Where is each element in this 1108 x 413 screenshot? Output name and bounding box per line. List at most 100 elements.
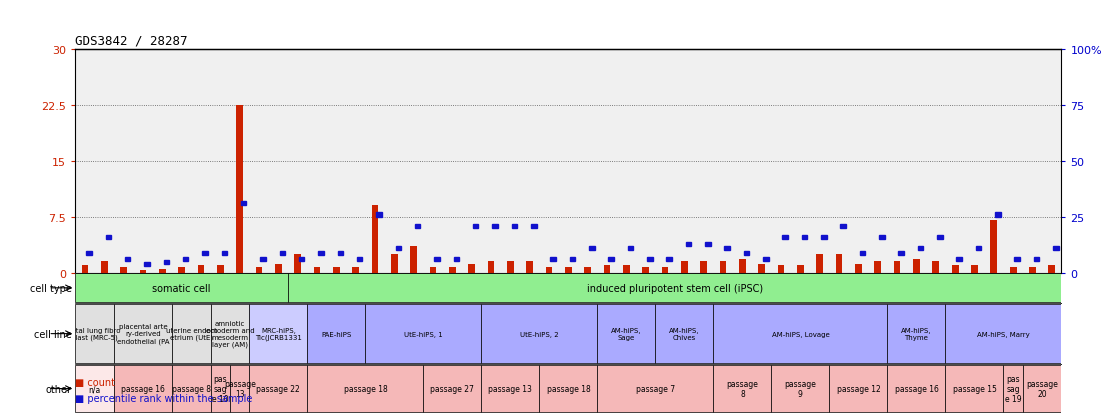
Bar [391, 254, 398, 273]
Bar [666, 258, 671, 262]
Bar [307, 365, 423, 412]
Bar [1053, 247, 1058, 251]
Bar [197, 266, 204, 273]
Text: induced pluripotent stem cell (iPSC): induced pluripotent stem cell (iPSC) [587, 283, 762, 293]
Bar [778, 266, 784, 273]
Bar [705, 242, 710, 246]
Bar [114, 365, 172, 412]
Text: passage 16: passage 16 [121, 384, 165, 393]
Text: pas
sag
e 10: pas sag e 10 [212, 374, 228, 404]
Bar [570, 258, 575, 262]
Bar [841, 224, 845, 228]
Bar [183, 258, 188, 262]
Text: passage
20: passage 20 [1026, 379, 1058, 398]
Bar [222, 251, 227, 255]
Bar [739, 259, 746, 273]
Text: passage 12: passage 12 [837, 384, 881, 393]
Bar [434, 258, 440, 262]
Bar [299, 258, 305, 262]
Text: passage 27: passage 27 [430, 384, 474, 393]
Bar [656, 304, 714, 363]
Text: placental arte
ry-derived
endothelial (PA: placental arte ry-derived endothelial (P… [116, 324, 170, 344]
Bar [249, 304, 307, 363]
Bar [396, 247, 401, 251]
Bar [597, 365, 714, 412]
Bar [700, 262, 707, 273]
Bar [830, 365, 888, 412]
Bar [995, 213, 1001, 217]
Bar [410, 247, 417, 273]
Bar [488, 262, 494, 273]
Bar [101, 262, 107, 273]
Bar [623, 266, 629, 273]
Bar [933, 262, 940, 273]
Bar [956, 258, 962, 262]
Bar [720, 262, 727, 273]
Text: passage 7: passage 7 [636, 384, 675, 393]
Bar [991, 221, 997, 273]
Bar [481, 304, 597, 363]
Bar [75, 304, 114, 363]
Bar [307, 304, 366, 363]
Bar [763, 258, 769, 262]
Bar [338, 251, 343, 255]
Bar [275, 264, 281, 273]
Bar [75, 273, 288, 303]
Bar [855, 264, 862, 273]
Text: passage
8: passage 8 [727, 379, 758, 398]
Bar [481, 365, 540, 412]
Text: other: other [45, 384, 72, 394]
Bar [449, 267, 455, 273]
Text: AM-hiPS, Marry: AM-hiPS, Marry [977, 331, 1029, 337]
Text: cell type: cell type [30, 283, 72, 293]
Bar [597, 304, 656, 363]
Text: passage 16: passage 16 [894, 384, 938, 393]
Bar [249, 365, 307, 412]
Text: cell line: cell line [33, 329, 72, 339]
Bar [371, 206, 379, 273]
Bar [608, 258, 614, 262]
Bar [430, 267, 437, 273]
Bar [377, 213, 382, 217]
Text: pas
sag
e 19: pas sag e 19 [1005, 374, 1022, 404]
Text: passage 18: passage 18 [546, 384, 591, 393]
Text: AM-hiPS,
Sage: AM-hiPS, Sage [612, 328, 642, 340]
Bar [937, 235, 943, 240]
Bar [158, 269, 166, 273]
Bar [899, 251, 904, 255]
Bar [589, 247, 595, 251]
Bar [540, 365, 597, 412]
Bar [894, 262, 901, 273]
Bar [835, 254, 842, 273]
Bar [423, 365, 481, 412]
Bar [971, 266, 978, 273]
Bar [288, 273, 1061, 303]
Bar [334, 267, 340, 273]
Text: ■ count: ■ count [75, 377, 115, 387]
Bar [1029, 267, 1036, 273]
Text: fetal lung fibro
blast (MRC-5): fetal lung fibro blast (MRC-5) [69, 327, 121, 341]
Text: AM-hiPS,
Thyme: AM-hiPS, Thyme [901, 328, 932, 340]
Bar [952, 266, 958, 273]
Bar [604, 266, 611, 273]
Bar [888, 365, 945, 412]
Bar [86, 251, 92, 255]
Bar [1034, 258, 1039, 262]
Bar [743, 251, 749, 255]
Bar [821, 235, 827, 240]
Bar [454, 258, 459, 262]
Bar [125, 258, 131, 262]
Bar [242, 202, 246, 206]
Bar [661, 267, 668, 273]
Bar [1015, 258, 1019, 262]
Text: passage 13: passage 13 [489, 384, 532, 393]
Bar [681, 262, 688, 273]
Text: n/a: n/a [89, 384, 101, 393]
Bar [512, 224, 517, 228]
Bar [1009, 267, 1016, 273]
Bar [211, 365, 230, 412]
Bar [105, 235, 111, 240]
Bar [647, 258, 653, 262]
Bar [75, 365, 114, 412]
Bar [531, 224, 536, 228]
